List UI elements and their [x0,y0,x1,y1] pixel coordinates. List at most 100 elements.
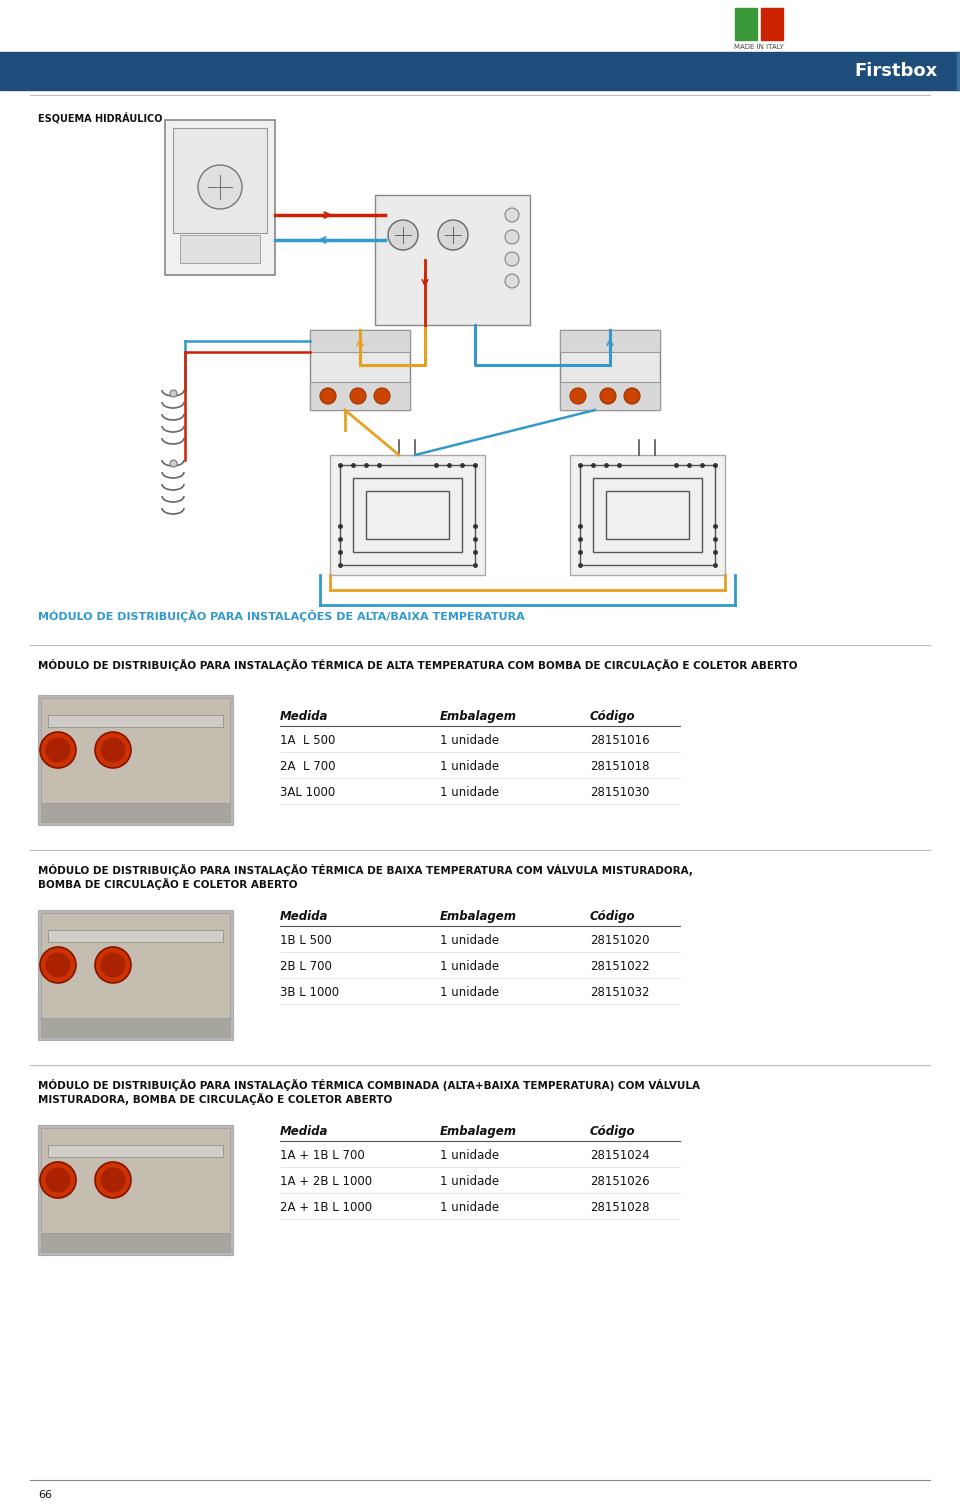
Text: Embalagem: Embalagem [440,710,517,723]
Bar [0,53,960,90]
Text: 28151018: 28151018 [590,760,650,773]
Bar [41,698,230,803]
Text: 1B L 500: 1B L 500 [280,934,332,946]
Circle shape [350,387,366,404]
Bar [48,1145,223,1157]
Bar [330,455,485,576]
Circle shape [320,387,336,404]
Text: MÓDULO DE DISTRIBUIÇÃO PARA INSTALAÇÃO TÉRMICA COMBINADA (ALTA+BAIXA TEMPERATURA: MÓDULO DE DISTRIBUIÇÃO PARA INSTALAÇÃO T… [38,1079,700,1091]
Text: 1A + 2B L 1000: 1A + 2B L 1000 [280,1175,372,1188]
Bar [310,381,410,410]
Bar [41,1019,230,1037]
Bar [41,1129,230,1233]
Circle shape [95,946,131,983]
Circle shape [40,1162,76,1198]
Text: 28151032: 28151032 [590,986,650,999]
Circle shape [46,952,70,977]
Text: 28151026: 28151026 [590,1175,650,1188]
Bar [375,194,530,326]
Text: Código: Código [590,910,636,922]
Bar [340,466,475,565]
Text: Firstbox: Firstbox [854,62,938,80]
Bar [165,121,275,274]
Text: 2A + 1B L 1000: 2A + 1B L 1000 [280,1201,372,1215]
Text: Medida: Medida [280,710,328,723]
Text: MÓDULO DE DISTRIBUIÇÃO PARA INSTALAÇÕES DE ALTA/BAIXA TEMPERATURA: MÓDULO DE DISTRIBUIÇÃO PARA INSTALAÇÕES … [38,610,525,622]
Circle shape [388,220,418,250]
Text: MADE IN ITALY: MADE IN ITALY [734,44,784,50]
Bar [353,478,462,552]
Text: 28151016: 28151016 [590,734,650,747]
Text: 28151030: 28151030 [590,787,649,799]
Bar [48,714,223,726]
Bar [310,330,410,353]
Text: 1 unidade: 1 unidade [440,986,499,999]
Bar [38,1126,233,1255]
Text: Medida: Medida [280,910,328,922]
Text: Código: Código [590,710,636,723]
Circle shape [46,1168,70,1192]
Text: MISTURADORA, BOMBA DE CIRCULAÇÃO E COLETOR ABERTO: MISTURADORA, BOMBA DE CIRCULAÇÃO E COLET… [38,1093,393,1105]
Bar [957,53,960,90]
Text: 1 unidade: 1 unidade [440,787,499,799]
Bar [593,478,702,552]
Bar [560,330,660,410]
Text: BOMBA DE CIRCULAÇÃO E COLETOR ABERTO: BOMBA DE CIRCULAÇÃO E COLETOR ABERTO [38,879,298,891]
Circle shape [101,1168,125,1192]
Text: 1 unidade: 1 unidade [440,1201,499,1215]
Bar [173,128,267,234]
Text: Código: Código [590,1126,636,1138]
Bar [580,466,715,565]
Bar [761,8,783,41]
Circle shape [101,952,125,977]
Bar [48,930,223,942]
Text: 3AL 1000: 3AL 1000 [280,787,335,799]
Circle shape [95,732,131,769]
Text: 1A  L 500: 1A L 500 [280,734,335,747]
Circle shape [438,220,468,250]
Text: 28151024: 28151024 [590,1148,650,1162]
Text: MÓDULO DE DISTRIBUIÇÃO PARA INSTALAÇÃO TÉRMICA DE ALTA TEMPERATURA COM BOMBA DE : MÓDULO DE DISTRIBUIÇÃO PARA INSTALAÇÃO T… [38,659,798,671]
Bar [180,235,260,264]
Bar [560,381,660,410]
Text: 1 unidade: 1 unidade [440,960,499,974]
Circle shape [505,252,519,267]
Bar [366,491,449,540]
Text: 1 unidade: 1 unidade [440,1148,499,1162]
Circle shape [600,387,616,404]
Text: 3B L 1000: 3B L 1000 [280,986,339,999]
Text: 66: 66 [38,1490,52,1499]
Text: Embalagem: Embalagem [440,1126,517,1138]
Circle shape [40,946,76,983]
Text: 2A  L 700: 2A L 700 [280,760,335,773]
Circle shape [46,738,70,763]
Circle shape [95,1162,131,1198]
Text: Embalagem: Embalagem [440,910,517,922]
Text: MÓDULO DE DISTRIBUIÇÃO PARA INSTALAÇÃO TÉRMICA DE BAIXA TEMPERATURA COM VÁLVULA : MÓDULO DE DISTRIBUIÇÃO PARA INSTALAÇÃO T… [38,864,693,876]
Text: 1A + 1B L 700: 1A + 1B L 700 [280,1148,365,1162]
Text: ESQUEMA HIDRÁULICO: ESQUEMA HIDRÁULICO [38,112,162,124]
Text: 2B L 700: 2B L 700 [280,960,332,974]
Bar [41,1233,230,1252]
Bar [38,910,233,1040]
Bar [560,330,660,353]
Text: 1 unidade: 1 unidade [440,760,499,773]
Circle shape [505,231,519,244]
Text: 1 unidade: 1 unidade [440,1175,499,1188]
Circle shape [101,738,125,763]
Circle shape [505,208,519,222]
Circle shape [505,274,519,288]
Text: 28151022: 28151022 [590,960,650,974]
Circle shape [40,732,76,769]
Bar [606,491,689,540]
Text: Medida: Medida [280,1126,328,1138]
Bar [38,695,233,824]
Bar [310,330,410,410]
Text: 28151020: 28151020 [590,934,650,946]
Bar [41,803,230,821]
Circle shape [570,387,586,404]
Circle shape [198,164,242,209]
Text: 1 unidade: 1 unidade [440,734,499,747]
Bar [570,455,725,576]
Text: 1 unidade: 1 unidade [440,934,499,946]
